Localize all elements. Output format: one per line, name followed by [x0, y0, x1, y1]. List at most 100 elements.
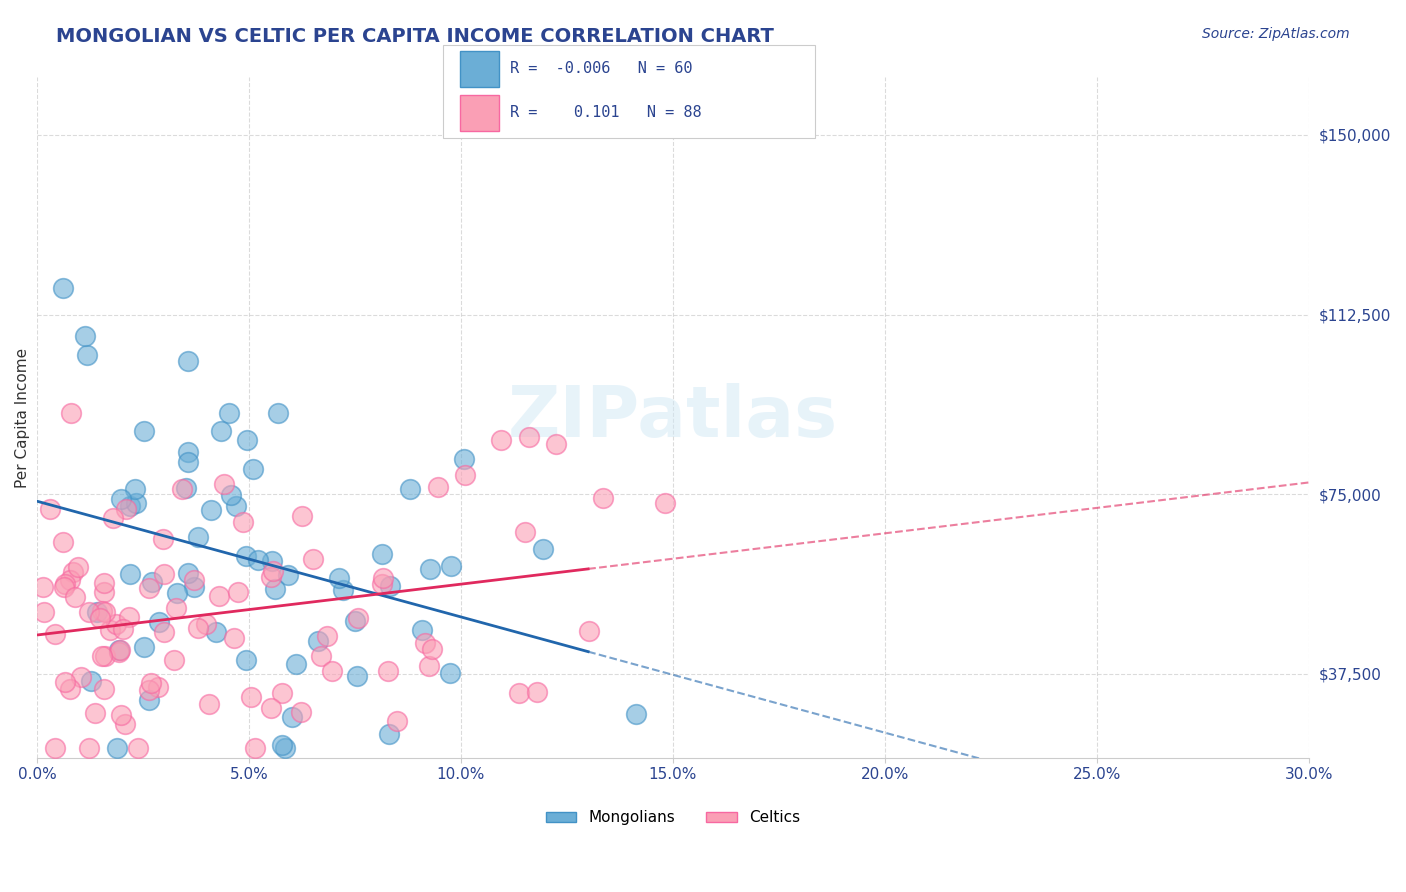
- Point: [246, 552, 269, 566]
- Point: [242, 461, 264, 475]
- Point: [77, 741, 100, 756]
- Point: [378, 579, 401, 593]
- Point: [453, 451, 475, 466]
- Point: [228, 585, 250, 599]
- Point: [315, 629, 337, 643]
- Point: [111, 622, 134, 636]
- Point: [53, 674, 76, 689]
- Point: [654, 496, 676, 510]
- Point: [153, 566, 176, 581]
- Point: [118, 499, 141, 513]
- Point: [387, 714, 409, 728]
- Point: [578, 624, 600, 639]
- Point: [177, 445, 200, 459]
- Point: [263, 564, 285, 578]
- Point: [411, 624, 433, 638]
- Point: [377, 664, 399, 678]
- Point: [224, 632, 246, 646]
- Point: [132, 424, 155, 438]
- Point: [439, 665, 461, 680]
- Point: [51, 535, 73, 549]
- Point: [419, 561, 441, 575]
- Point: [290, 706, 312, 720]
- Point: [187, 530, 209, 544]
- Point: [108, 645, 131, 659]
- Point: [114, 501, 136, 516]
- Point: [91, 648, 114, 663]
- Point: [176, 455, 198, 469]
- Point: [235, 653, 257, 667]
- Point: [285, 657, 308, 672]
- Point: [132, 640, 155, 655]
- Point: [59, 573, 82, 587]
- Point: [138, 581, 160, 595]
- Point: [309, 649, 332, 664]
- Point: [98, 624, 121, 638]
- Point: [76, 348, 98, 362]
- Point: [371, 548, 394, 562]
- Point: [108, 642, 131, 657]
- Point: [377, 727, 399, 741]
- Point: [420, 641, 443, 656]
- Y-axis label: Per Capita Income: Per Capita Income: [15, 348, 30, 488]
- Point: [235, 549, 257, 563]
- Point: [138, 683, 160, 698]
- Point: [270, 685, 292, 699]
- Point: [187, 621, 209, 635]
- Point: [110, 708, 132, 723]
- Point: [93, 681, 115, 696]
- Point: [592, 491, 614, 505]
- Point: [59, 682, 82, 697]
- Point: [139, 675, 162, 690]
- Point: [371, 577, 394, 591]
- Point: [93, 584, 115, 599]
- Point: [94, 648, 117, 663]
- Point: [60, 406, 83, 420]
- Point: [205, 625, 228, 640]
- Point: [174, 481, 197, 495]
- Point: [89, 610, 111, 624]
- Point: [373, 571, 395, 585]
- Point: [70, 670, 93, 684]
- Text: Source: ZipAtlas.com: Source: ZipAtlas.com: [1202, 27, 1350, 41]
- Text: ZIPatlas: ZIPatlas: [508, 383, 838, 452]
- Point: [346, 669, 368, 683]
- Point: [73, 329, 96, 343]
- Point: [413, 636, 436, 650]
- Point: [307, 634, 329, 648]
- Point: [267, 407, 290, 421]
- Point: [138, 693, 160, 707]
- Point: [94, 605, 117, 619]
- Point: [624, 706, 647, 721]
- Point: [280, 710, 302, 724]
- Point: [209, 424, 232, 438]
- Point: [519, 430, 541, 444]
- Point: [170, 482, 193, 496]
- Point: [232, 516, 254, 530]
- Point: [38, 501, 60, 516]
- Text: MONGOLIAN VS CELTIC PER CAPITA INCOME CORRELATION CHART: MONGOLIAN VS CELTIC PER CAPITA INCOME CO…: [56, 27, 775, 45]
- Point: [152, 624, 174, 639]
- Point: [271, 738, 294, 752]
- Point: [243, 741, 266, 756]
- Text: R =    0.101   N = 88: R = 0.101 N = 88: [510, 105, 702, 120]
- Point: [277, 568, 299, 582]
- Point: [120, 566, 142, 581]
- Point: [146, 681, 169, 695]
- Point: [114, 717, 136, 731]
- Text: R =  -0.006   N = 60: R = -0.006 N = 60: [510, 62, 693, 77]
- Point: [489, 433, 512, 447]
- Point: [526, 685, 548, 699]
- Point: [52, 281, 75, 295]
- Point: [141, 574, 163, 589]
- Point: [544, 437, 567, 451]
- Point: [454, 467, 477, 482]
- Point: [260, 554, 283, 568]
- Point: [264, 582, 287, 596]
- Point: [198, 698, 221, 712]
- Point: [53, 580, 76, 594]
- Legend: Mongolians, Celtics: Mongolians, Celtics: [540, 805, 806, 831]
- Point: [105, 616, 128, 631]
- Point: [79, 605, 101, 619]
- Point: [110, 491, 132, 506]
